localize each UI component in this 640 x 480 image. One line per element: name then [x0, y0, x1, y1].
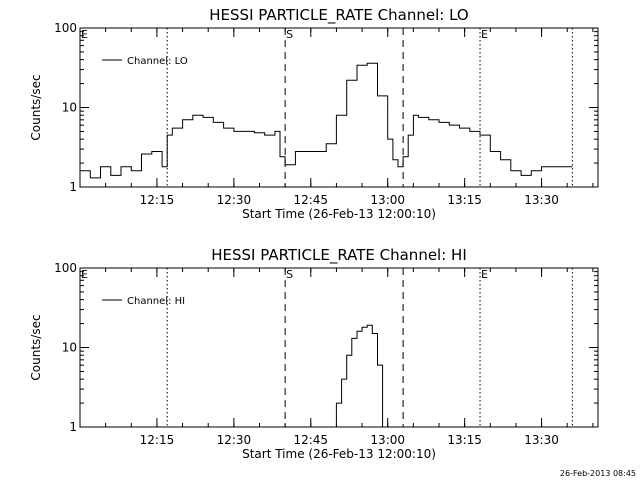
x-tick-label: 13:30 [524, 193, 559, 207]
x-tick-label: 13:00 [370, 433, 405, 447]
x-tick-label: 12:45 [293, 193, 328, 207]
x-axis-label: Start Time (26-Feb-13 12:00:10) [242, 447, 436, 461]
legend-entry: Channel: HI [127, 296, 185, 307]
y-tick-label: 100 [54, 261, 77, 275]
x-tick-label: 12:30 [217, 193, 252, 207]
legend-entry: Channel: LO [127, 56, 188, 67]
y-axis-label: Counts/sec [29, 314, 43, 380]
chart-title: HESSI PARTICLE_RATE Channel: LO [209, 6, 468, 25]
x-tick-label: 13:00 [370, 193, 405, 207]
x-axis-label: Start Time (26-Feb-13 12:00:10) [242, 207, 436, 221]
event-marker-label: E [81, 28, 88, 41]
plot-frame [79, 27, 599, 188]
event-marker-label: E [481, 268, 488, 281]
x-tick-label: 13:15 [447, 433, 482, 447]
y-tick-label: 100 [54, 21, 77, 35]
chart-panel-lo: HESSI PARTICLE_RATE Channel: LO E S E 1 10 100… [29, 6, 599, 221]
y-tick-label: 10 [62, 341, 77, 355]
x-tick-label: 12:30 [217, 433, 252, 447]
event-marker-label: E [81, 268, 88, 281]
x-tick-label: 12:45 [293, 433, 328, 447]
y-tick-label: 1 [69, 420, 77, 434]
x-tick-label: 12:15 [140, 193, 175, 207]
chart-title: HESSI PARTICLE_RATE Channel: HI [211, 246, 467, 265]
data-series-0-line [326, 324, 384, 428]
data-series-0-line [80, 62, 573, 179]
y-axis-label: Counts/sec [29, 74, 43, 140]
x-tick-label: 12:15 [140, 433, 175, 447]
y-tick-label: 10 [62, 101, 77, 115]
y-tick-label: 1 [69, 180, 77, 194]
x-tick-label: 13:15 [447, 193, 482, 207]
x-tick-label: 13:30 [524, 433, 559, 447]
event-marker-label: S [286, 268, 293, 281]
chart-panel-hi: HESSI PARTICLE_RATE Channel: HI E S E 1 10 100… [29, 246, 599, 461]
footer-timestamp: 26-Feb-2013 08:45 [560, 469, 636, 478]
event-marker-label: E [481, 28, 488, 41]
event-marker-label: S [286, 28, 293, 41]
